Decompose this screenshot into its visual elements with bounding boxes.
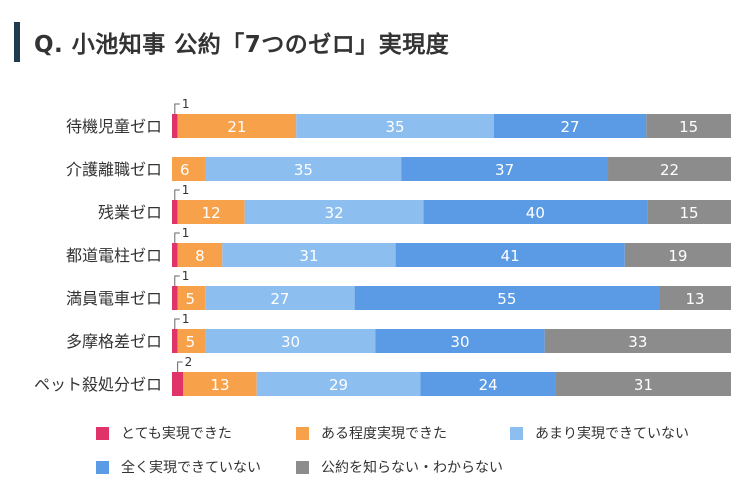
- data-label: 1: [182, 312, 190, 326]
- bar-segment: [420, 372, 556, 396]
- bar-segment: [646, 114, 731, 138]
- data-label: 19: [668, 247, 687, 265]
- bar-segment: [423, 200, 648, 224]
- data-label: 31: [299, 247, 318, 265]
- bar-segment: [354, 286, 660, 310]
- bar-segment: [183, 372, 257, 396]
- data-label: 13: [210, 376, 229, 394]
- data-label: 1: [182, 226, 190, 240]
- bar-segment: [205, 157, 402, 181]
- data-label: 30: [281, 333, 300, 351]
- bar-segment: [172, 114, 178, 138]
- bar-segment: [395, 243, 625, 267]
- bar-segment: [659, 286, 731, 310]
- bar-segment: [172, 372, 184, 396]
- data-label: 35: [385, 118, 404, 136]
- data-label: 6: [180, 161, 190, 179]
- data-label: 1: [182, 97, 190, 111]
- category-label: ペット殺処分ゼロ: [34, 375, 162, 394]
- title-accent-bar: [14, 22, 20, 62]
- bar-segment: [624, 243, 731, 267]
- title-block: Q. 小池知事 公約「7つのゼロ」実現度: [14, 22, 449, 62]
- bar-segment: [205, 286, 355, 310]
- data-label: 29: [329, 376, 348, 394]
- callout-line: [174, 275, 180, 286]
- data-label: 5: [186, 333, 196, 351]
- bar-segment: [493, 114, 647, 138]
- bar-segment: [177, 286, 206, 310]
- bar-segment: [205, 329, 376, 353]
- category-label: 待機児童ゼロ: [66, 117, 162, 136]
- bar-segment: [608, 157, 731, 181]
- bar-segment: [544, 329, 731, 353]
- bar-segment: [296, 114, 494, 138]
- bar-segment: [172, 286, 178, 310]
- data-label: 31: [634, 376, 653, 394]
- data-label: 33: [628, 333, 647, 351]
- category-label: 満員電車ゼロ: [66, 289, 162, 308]
- data-label: 1: [182, 183, 190, 197]
- data-label: 32: [325, 204, 344, 222]
- data-label: 40: [526, 204, 545, 222]
- data-label: 1: [182, 269, 190, 283]
- data-label: 30: [450, 333, 469, 351]
- bar-segment: [401, 157, 609, 181]
- callout-line: [177, 361, 183, 372]
- bar-segment: [172, 200, 178, 224]
- category-label: 都道電柱ゼロ: [66, 246, 162, 265]
- bar-segment: [177, 329, 206, 353]
- data-label: 27: [270, 290, 289, 308]
- bar-segment: [177, 243, 223, 267]
- bar-segment: [172, 243, 178, 267]
- data-label: 12: [202, 204, 221, 222]
- bar-segment: [177, 114, 297, 138]
- callout-line: [174, 232, 180, 243]
- bar-segment: [177, 200, 245, 224]
- chart-title: Q. 小池知事 公約「7つのゼロ」実現度: [34, 32, 450, 58]
- bar-segment: [244, 200, 424, 224]
- data-label: 15: [680, 204, 699, 222]
- category-label: 介護離職ゼロ: [66, 160, 162, 179]
- data-label: 13: [685, 290, 704, 308]
- data-label: 5: [186, 290, 196, 308]
- category-label: 残業ゼロ: [98, 203, 162, 222]
- callout-line: [174, 189, 180, 200]
- bar-segment: [647, 200, 731, 224]
- data-label: 27: [561, 118, 580, 136]
- data-label: 37: [495, 161, 514, 179]
- bar-segment: [375, 329, 545, 353]
- data-label: 2: [185, 355, 193, 369]
- data-label: 35: [294, 161, 313, 179]
- data-label: 24: [479, 376, 498, 394]
- bar-segment: [222, 243, 396, 267]
- bar-segment: [172, 329, 178, 353]
- data-label: 22: [660, 161, 679, 179]
- callout-line: [174, 318, 180, 329]
- data-label: 21: [227, 118, 246, 136]
- data-label: 41: [501, 247, 520, 265]
- bar-segment: [172, 157, 206, 181]
- data-label: 55: [497, 290, 516, 308]
- data-label: 15: [679, 118, 698, 136]
- bar-segment: [256, 372, 421, 396]
- category-label: 多摩格差ゼロ: [66, 332, 162, 351]
- callout-line: [174, 103, 180, 114]
- bar-segment: [555, 372, 731, 396]
- data-label: 8: [195, 247, 205, 265]
